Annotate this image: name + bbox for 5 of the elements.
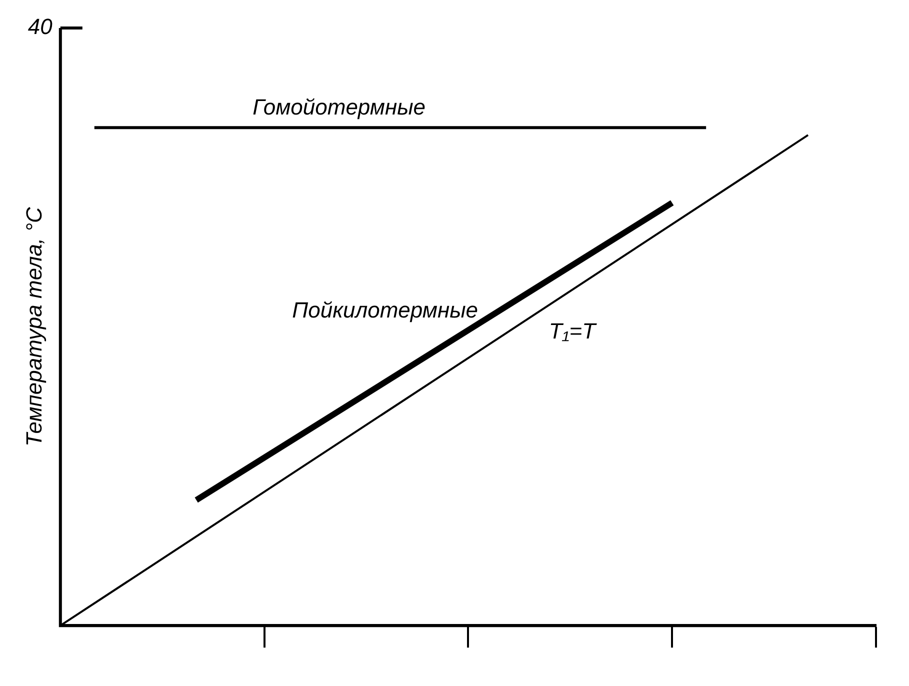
series-label: Гомойотермные [252,94,426,120]
y-axis-title: Температура тела, °C [21,206,46,447]
series-label: Пойкилотермные [292,298,478,323]
text: 40 [28,14,54,40]
series-label: T₁=T [548,318,598,344]
